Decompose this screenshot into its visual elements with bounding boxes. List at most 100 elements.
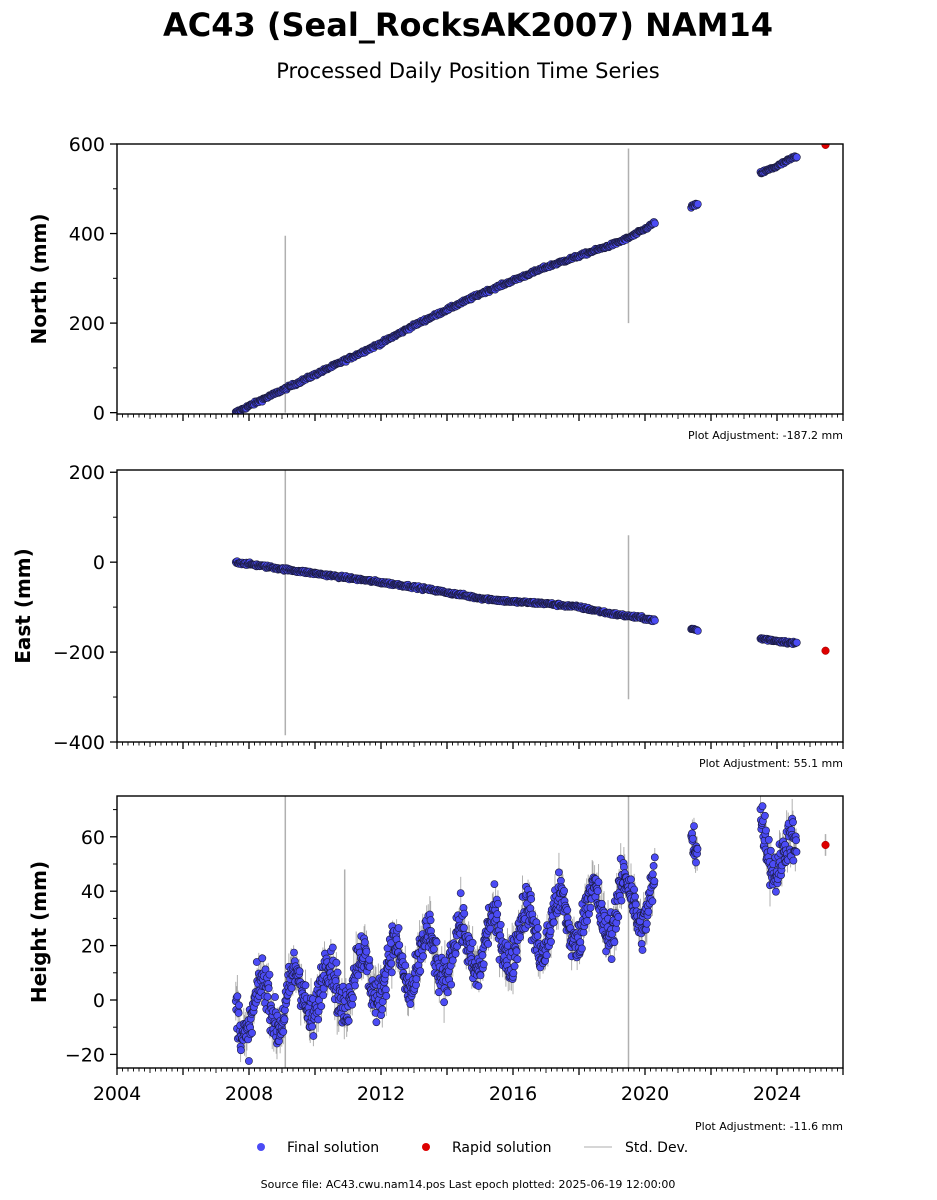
legend-std-label: Std. Dev. xyxy=(625,1140,688,1156)
final-solution-point xyxy=(244,1057,253,1065)
final-solution-point xyxy=(555,868,563,877)
final-solution-point xyxy=(650,853,659,862)
final-solution-point xyxy=(233,992,242,1001)
plot-adjustment-label: Plot Adjustment: -11.6 mm xyxy=(695,1120,843,1133)
final-solution-point xyxy=(328,943,337,952)
final-solution-point xyxy=(648,897,657,906)
final-solution-point xyxy=(693,845,702,853)
final-solution-point xyxy=(649,862,658,870)
y-tick-label: 0 xyxy=(93,403,105,425)
final-solution-point xyxy=(690,822,698,830)
x-tick-label: 2008 xyxy=(225,1083,273,1105)
final-solution-point xyxy=(440,998,448,1007)
final-solution-point xyxy=(651,219,659,228)
final-solution-point xyxy=(494,899,502,908)
final-solution-point xyxy=(692,858,700,867)
final-solution-point xyxy=(476,971,485,980)
final-solution-point xyxy=(546,927,555,936)
final-solution-point xyxy=(560,887,568,895)
final-solution-point xyxy=(792,153,801,162)
plot-area xyxy=(231,470,830,736)
panel-2: −400 −200 0 200 East (mm) Plot Adjustment: 55… xyxy=(11,462,844,770)
panel-1: 0 200 400 600 North (mm) Plot Adjustment: -18… xyxy=(27,134,844,442)
final-solution-point xyxy=(406,1000,415,1008)
final-solution-point xyxy=(527,895,536,903)
final-solution-point xyxy=(479,960,488,969)
final-solution-point xyxy=(496,920,505,929)
final-solution-point xyxy=(258,954,267,963)
final-solution-point xyxy=(351,981,359,990)
final-solution-point xyxy=(236,1046,245,1055)
final-solution-point xyxy=(360,938,369,947)
legend-rapid-marker xyxy=(422,1143,430,1151)
final-solution-point xyxy=(280,1006,289,1015)
x-tick-label: 2012 xyxy=(357,1083,405,1105)
final-solution-point xyxy=(387,968,396,977)
final-solution-point xyxy=(314,1015,323,1024)
x-tick-label: 2004 xyxy=(93,1083,141,1105)
final-solution-point xyxy=(583,917,591,925)
final-solution-point xyxy=(263,992,272,1001)
final-solution-point xyxy=(688,834,697,843)
final-solution-point xyxy=(542,951,551,960)
final-solution-point xyxy=(648,870,657,879)
final-solution-point xyxy=(468,938,477,947)
axes-frame xyxy=(116,795,844,1069)
final-solution-point xyxy=(651,616,659,625)
final-solution-point xyxy=(252,958,261,966)
final-solution-point xyxy=(382,992,391,1000)
x-tick-label: 2024 xyxy=(753,1083,801,1105)
final-solution-point xyxy=(287,984,296,992)
final-solution-point xyxy=(447,980,456,989)
y-tick-label: 0 xyxy=(93,552,105,574)
final-solution-point xyxy=(354,971,363,980)
final-solution-point xyxy=(362,947,371,956)
final-solution-point xyxy=(693,200,702,208)
final-solution-point xyxy=(265,970,274,979)
final-solution-point xyxy=(394,924,403,932)
final-solution-point xyxy=(235,1001,243,1010)
final-solution-point xyxy=(614,913,623,921)
y-tick-label: 0 xyxy=(93,990,105,1012)
final-solution-point xyxy=(309,1032,318,1040)
axes-frame xyxy=(116,143,844,415)
final-solution-point xyxy=(578,944,586,953)
final-solution-point xyxy=(512,947,521,956)
final-solution-point xyxy=(594,878,603,886)
final-solution-point xyxy=(348,1000,357,1009)
final-solution-point xyxy=(387,939,395,948)
y-tick-label: 400 xyxy=(69,224,105,246)
final-solution-point xyxy=(395,941,404,949)
y-tick-label: 40 xyxy=(81,881,105,903)
x-tick-label: 2016 xyxy=(489,1083,537,1105)
final-solution-point xyxy=(772,887,780,896)
axes-frame xyxy=(116,469,844,743)
final-solution-point xyxy=(557,876,565,885)
final-solution-point xyxy=(271,993,279,1001)
rapid-solution-point xyxy=(821,840,830,850)
final-solution-point xyxy=(264,984,273,993)
final-solution-point xyxy=(630,885,639,894)
final-solution-point xyxy=(459,924,468,932)
final-solution-point xyxy=(563,906,572,915)
final-solution-point xyxy=(349,994,357,1002)
chart-subtitle: Processed Daily Position Time Series xyxy=(276,59,660,83)
final-solution-point xyxy=(490,880,499,888)
final-solution-point xyxy=(610,938,619,947)
final-solution-point xyxy=(631,900,640,909)
final-solution-point xyxy=(586,903,595,912)
final-solution-point xyxy=(344,1017,353,1025)
final-solution-point xyxy=(510,962,519,971)
final-solution-point xyxy=(509,969,518,978)
final-solution-point xyxy=(593,887,602,895)
final-solution-point xyxy=(261,965,270,974)
final-solution-point xyxy=(319,984,328,993)
final-solution-point xyxy=(650,877,659,886)
final-solution-point xyxy=(365,955,374,964)
chart-title: AC43 (Seal_RocksAK2007) NAM14 xyxy=(163,6,773,44)
final-solution-point xyxy=(758,802,767,811)
final-solution-point xyxy=(290,948,298,957)
final-solution-point xyxy=(533,932,542,940)
final-solution-point xyxy=(762,826,770,835)
